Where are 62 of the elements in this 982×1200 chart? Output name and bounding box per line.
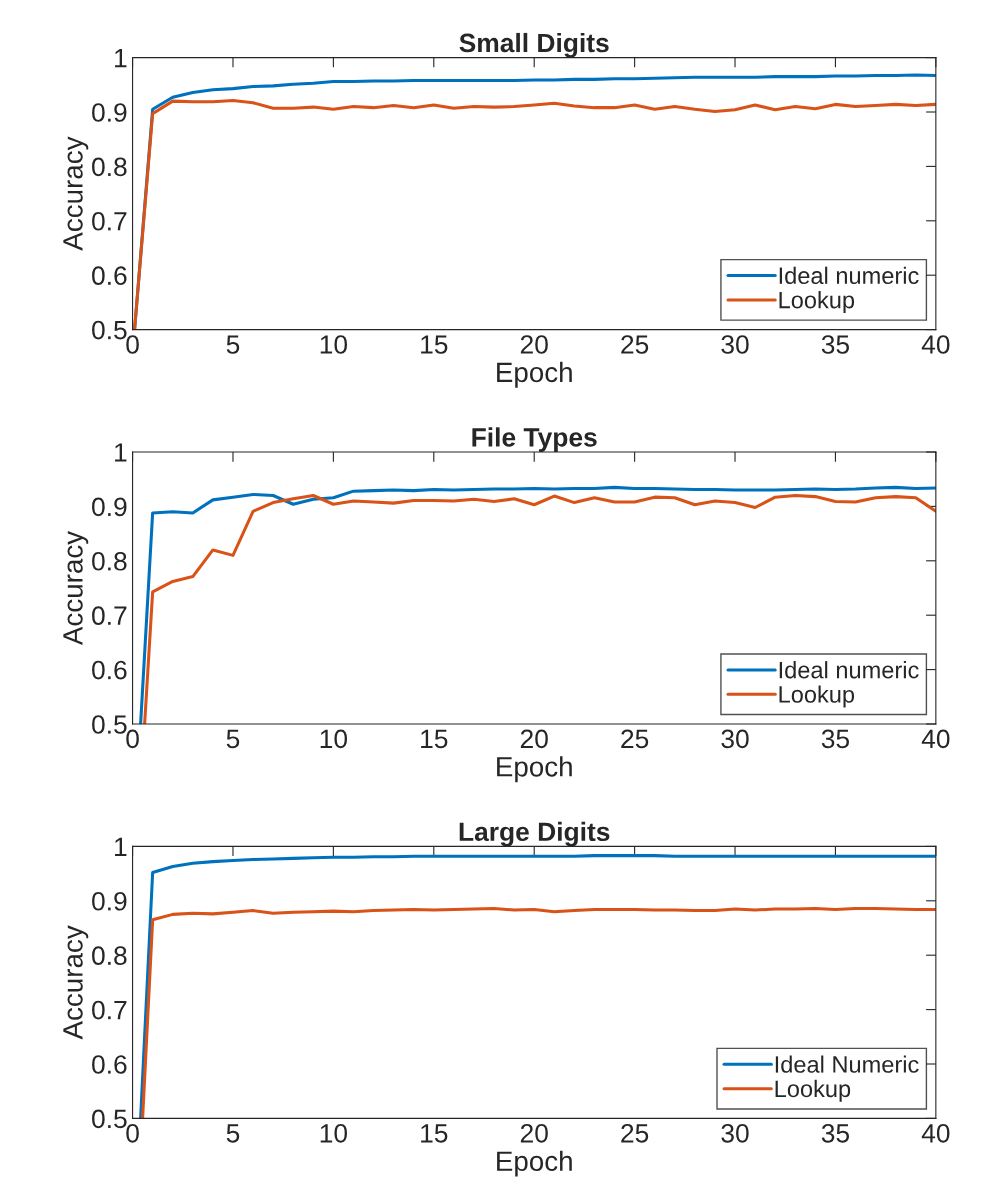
y-tick-label: 0.9 [92,891,127,911]
y-tick-label: 0.9 [92,103,127,122]
y-tick-label: 0.7 [92,211,127,231]
x-tick-label: 35 [821,729,850,749]
y-tick-label: 0.5 [92,320,127,340]
y-tick-label: 0.7 [92,606,127,626]
x-tick-label: 10 [320,335,348,354]
x-tick-label: 0 [126,335,139,354]
y-tick-label: 0.8 [92,946,127,966]
legend-label: Ideal numeric [779,266,919,285]
x-tick-label: 5 [226,729,240,749]
x-tick-label: 40 [921,729,950,749]
x-tick-label: 20 [520,729,548,749]
x-tick-label: 40 [921,1123,950,1143]
y-tick-label: 1 [115,443,127,462]
x-tick-label: 5 [226,1124,240,1143]
y-tick-label: 0.6 [92,660,127,680]
x-tick-label: 20 [520,335,548,354]
x-tick-label: 10 [320,729,348,749]
legend-label: Lookup [775,1079,851,1102]
y-tick-label: 0.5 [92,1109,127,1129]
y-axis-title: Accuracy [63,530,89,646]
x-tick-label: 35 [821,1123,850,1143]
x-tick-label: 0 [126,729,139,749]
legend-label: Lookup [779,685,855,708]
x-axis-title: Epoch [497,1150,572,1177]
x-tick-label: 30 [721,1123,749,1143]
y-axis-title: Accuracy [63,136,89,251]
y-tick-label: 1 [115,837,127,856]
x-tick-label: 15 [421,335,448,354]
chart-title: File Types [472,427,597,452]
y-tick-label: 0.6 [92,266,127,286]
line-series [139,854,936,1119]
x-tick-label: 15 [421,729,448,749]
legend-label: Lookup [779,291,855,314]
x-tick-label: 25 [621,335,649,354]
line-series [141,906,936,1119]
x-tick-label: 35 [821,335,850,354]
x-tick-label: 0 [126,1123,139,1143]
chart-title: Large Digits [459,821,610,847]
y-tick-label: 0.8 [92,551,127,571]
y-tick-label: 1 [115,49,127,68]
y-axis-title: Accuracy [63,925,89,1040]
x-tick-label: 20 [520,1123,548,1143]
legend-label: Ideal Numeric [775,1055,919,1073]
legend-label: Ideal numeric [779,661,919,679]
y-tick-label: 0.9 [92,497,127,517]
x-tick-label: 25 [621,729,649,749]
x-tick-label: 15 [421,1124,448,1143]
y-tick-label: 0.7 [92,1000,127,1020]
x-tick-label: 30 [721,335,749,354]
y-tick-label: 0.6 [92,1055,127,1074]
x-axis-title: Epoch [497,756,572,783]
y-tick-label: 0.5 [92,715,127,734]
chart-title: Small Digits [459,32,609,58]
x-tick-label: 5 [226,335,240,354]
x-tick-label: 25 [621,1123,649,1143]
y-tick-label: 0.8 [92,157,127,177]
x-tick-label: 30 [721,729,749,749]
x-tick-label: 10 [320,1123,348,1143]
x-tick-label: 40 [921,335,950,354]
x-axis-title: Epoch [497,361,572,388]
